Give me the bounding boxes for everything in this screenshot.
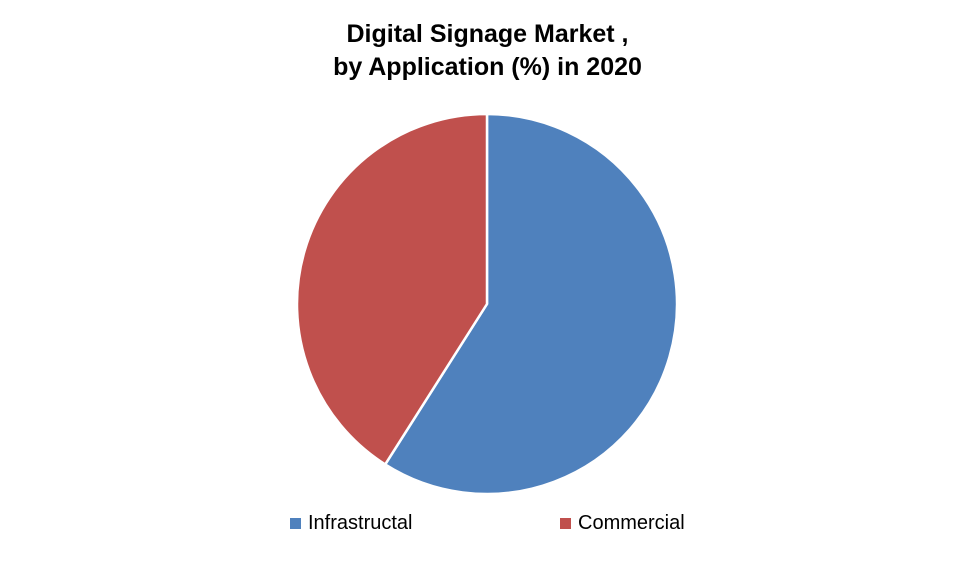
legend-item-commercial: Commercial [560,512,685,535]
legend-swatch-commercial [560,518,571,529]
legend-item-infrastructal: Infrastructal [290,512,412,535]
legend-label-infrastructal: Infrastructal [308,512,413,534]
legend-label-commercial: Commercial [578,512,685,534]
legend-swatch-infrastructal [290,518,301,529]
chart-title-line-1: Digital Signage Market , [346,20,629,48]
pie-slice-infrastructal [383,112,679,496]
legend: Infrastructal Commercial [0,512,975,538]
chart-title-line-2: by Application (%) in 2020 [333,53,642,81]
chart-title: Digital Signage Market , by Application … [0,18,975,84]
pie-slice-commercial [295,112,489,466]
